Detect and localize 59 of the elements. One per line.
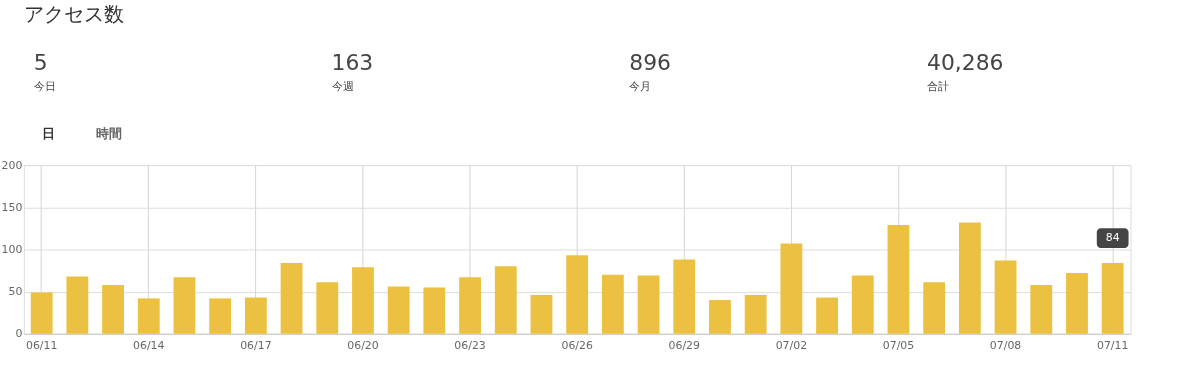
bar <box>244 297 267 334</box>
text: 時間 <box>96 126 123 142</box>
bar <box>352 267 374 334</box>
text: 日 <box>41 126 55 142</box>
bar <box>566 255 589 334</box>
text: 今日 <box>33 79 56 93</box>
x-tick-label: 06/11 <box>25 339 58 353</box>
x-tick-label: 06/20 <box>347 339 379 353</box>
bar <box>316 282 339 334</box>
y-tick-label: 200 <box>1 158 23 172</box>
bar <box>780 243 803 334</box>
y-tick-label: 50 <box>8 285 23 299</box>
x-tick-label: 07/11 <box>1096 339 1129 353</box>
text: 40,286 <box>927 49 1004 75</box>
y-tick-label: 150 <box>1 200 23 214</box>
x-tick-label: 06/23 <box>454 339 486 353</box>
text: 今週 <box>331 79 354 93</box>
text: 163 <box>331 49 374 75</box>
bar <box>673 259 696 334</box>
bar <box>637 275 660 334</box>
bar <box>137 298 160 334</box>
x-tick-label: 07/02 <box>775 339 808 353</box>
bar <box>66 276 89 334</box>
x-tick-label: 06/29 <box>668 339 701 353</box>
bar <box>173 277 196 334</box>
bar <box>887 224 910 334</box>
x-tick-label: 07/05 <box>882 339 915 353</box>
bar <box>102 284 124 334</box>
y-tick-label: 100 <box>1 242 23 256</box>
bar <box>209 298 232 334</box>
text: 合計 <box>927 79 950 93</box>
bar <box>494 266 517 334</box>
text: 今月 <box>629 79 652 93</box>
bar <box>1066 273 1088 334</box>
x-tick-label: 06/26 <box>561 339 593 353</box>
bar <box>459 277 481 334</box>
annotation: 84 <box>1105 231 1120 245</box>
bar <box>994 260 1017 334</box>
bar <box>1030 284 1053 334</box>
bar <box>423 287 446 334</box>
bar <box>709 300 731 334</box>
bar <box>1101 262 1124 334</box>
bar <box>923 282 946 334</box>
x-tick-label: 06/14 <box>133 339 165 353</box>
bar <box>958 222 981 334</box>
bar <box>601 274 624 334</box>
text: 896 <box>629 49 671 75</box>
bar <box>744 295 767 334</box>
bar <box>30 292 53 334</box>
bar <box>816 297 838 334</box>
y-tick-label: 0 <box>15 327 23 341</box>
chart-title: アクセス数 <box>23 3 124 27</box>
x-tick-label: 06/17 <box>240 339 272 353</box>
x-tick-label: 07/08 <box>989 339 1022 353</box>
bar <box>851 275 874 334</box>
bar <box>530 295 553 334</box>
bar <box>280 262 303 334</box>
text: 5 <box>33 49 48 75</box>
bar <box>387 286 410 334</box>
